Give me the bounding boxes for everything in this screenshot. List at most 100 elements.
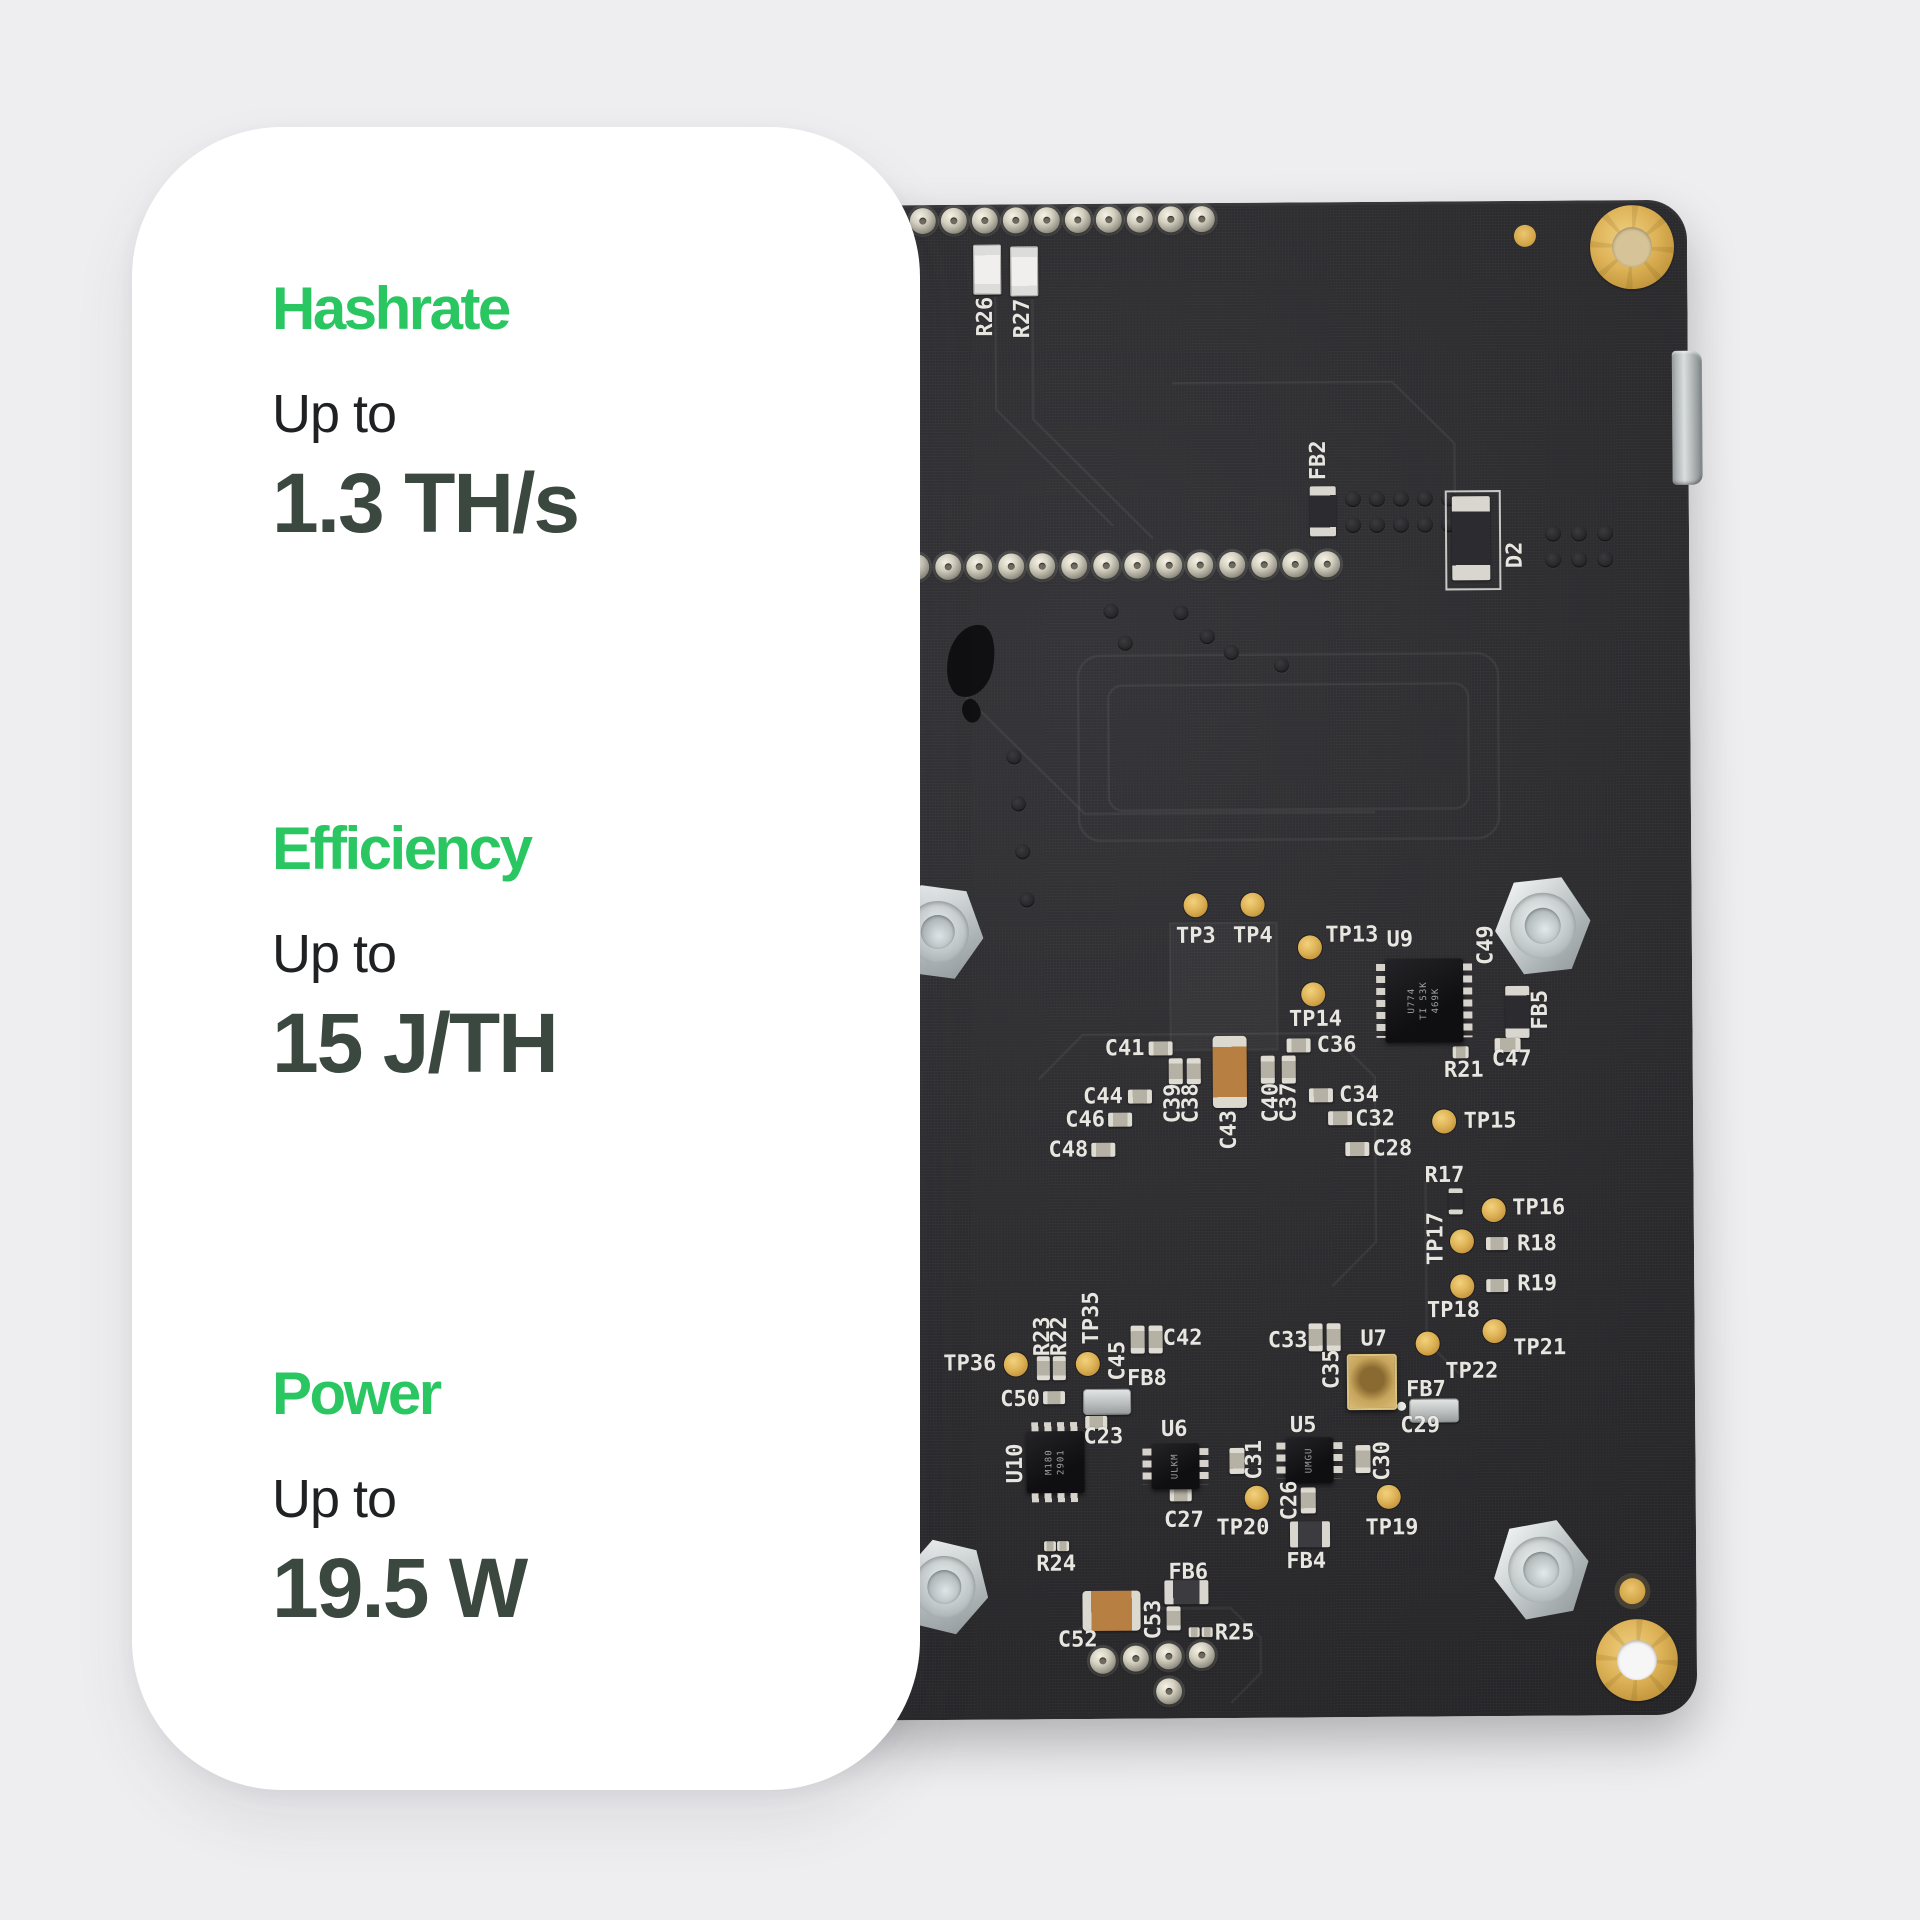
solder-pin [1002,207,1029,234]
smd-r23 [1036,1356,1050,1381]
via-bump [1103,603,1119,619]
test-point-tp35 [1075,1351,1100,1377]
test-point-tp3 [1183,893,1208,918]
silkscreen-label-tp18: TP18 [1426,1297,1481,1324]
solder-pin [1187,552,1214,579]
smd-c42a [1130,1325,1145,1354]
solder-pin [1029,553,1056,580]
silkscreen-label-tp20: TP20 [1216,1515,1270,1541]
silkscreen-label-c26: C26 [1277,1480,1303,1521]
silkscreen-label-c48: C48 [1048,1137,1089,1163]
test-point-tp18 [1450,1274,1475,1299]
via-bump [1015,844,1031,860]
silkscreen-label-r24: R24 [1036,1551,1077,1577]
ic-chip-u7 [1346,1353,1398,1411]
solder-pin [1313,551,1341,578]
solder-pin [1126,206,1153,233]
test-point-tp19 [1376,1484,1401,1509]
silkscreen-label-c52: C52 [1057,1627,1098,1653]
smd-fb5 [1505,985,1530,1039]
via-bump [1392,516,1410,533]
silkscreen-label-u9: U9 [1386,927,1414,953]
silkscreen-label-c42: C42 [1162,1325,1203,1351]
smd-c30 [1355,1444,1371,1474]
smd-c33a [1308,1323,1323,1352]
smd-r25b [1201,1627,1213,1638]
silkscreen-label-c33: C33 [1267,1327,1308,1354]
solder-pin [909,207,936,235]
smd-c34 [1308,1088,1333,1103]
chip-marking: ULKM [1170,1453,1181,1480]
solder-pin [1124,552,1151,579]
silkscreen-label-c30: C30 [1369,1440,1396,1481]
silkscreen-label-c32: C32 [1355,1106,1396,1132]
smd-r18 [1485,1237,1509,1251]
silkscreen-label-tp16: TP16 [1512,1195,1566,1221]
silkscreen-label-tp15: TP15 [1463,1108,1517,1134]
silkscreen-label-c29: C29 [1400,1413,1441,1439]
via-bump [1199,629,1215,645]
silkscreen-label-r27: R27 [1009,298,1036,339]
ic-chip-u9: U774 TI 53K 469K [1384,958,1464,1043]
solder-pin [1095,206,1122,233]
pcb-photo: U774 TI 53K 469K M180 2901 ULKM UMGU R26 R27 F… [750,199,1703,1722]
silkscreen-label-tp3: TP3 [1175,923,1216,949]
silkscreen-label-fb7: FB7 [1406,1376,1446,1403]
smd-c32 [1328,1111,1353,1126]
solder-pin [940,207,967,234]
test-point-tp22 [1415,1331,1440,1356]
spec-value: 1.3 TH/s [272,456,580,550]
solder-pin [1061,552,1088,580]
spec-card: Hashrate Up to 1.3 TH/s Efficiency Up to… [132,127,920,1790]
silkscreen-label-r26: R26 [972,296,999,337]
test-point-tp14 [1301,982,1326,1007]
via-bump [1019,892,1035,908]
via-bump [1571,551,1588,568]
silkscreen-label-fb4: FB4 [1286,1548,1327,1575]
solder-pin [1033,207,1060,234]
silkscreen-label-c35: C35 [1319,1349,1345,1390]
smd-c43 [1212,1035,1248,1109]
silkscreen-label-tp13: TP13 [1325,922,1379,948]
solder-pin [1155,552,1183,579]
via-bump [1570,525,1588,542]
silkscreen-label-d2: D2 [1502,541,1528,569]
smd-c36 [1286,1038,1311,1053]
solder-pin [1122,1645,1149,1672]
solder-pin [966,553,993,580]
solder-pin [1250,551,1277,578]
smd-r17 [1448,1188,1463,1215]
test-point-tp36 [1003,1352,1028,1377]
silkscreen-label-c36: C36 [1316,1032,1357,1058]
silkscreen-label-tp21: TP21 [1513,1335,1567,1361]
chip-marking: U774 TI 53K 469K [1406,981,1442,1020]
smd-r26 [972,244,1002,295]
via-bump [1596,525,1614,542]
smd-c44 [1127,1089,1152,1104]
test-point-tp13 [1297,935,1322,960]
hex-nut [1490,873,1596,979]
silkscreen-label-r18: R18 [1517,1231,1557,1257]
test-point-tp21 [1482,1319,1507,1344]
silkscreen-label-u5: U5 [1289,1412,1317,1439]
solder-pin [1219,551,1246,579]
solder-pin [997,553,1025,580]
smd-d2 [1451,496,1491,581]
pcb-trace-layer [953,296,1501,1704]
smd-c38 [1186,1058,1201,1085]
silkscreen-label-c50: C50 [1000,1386,1041,1413]
via-bump [1344,517,1362,534]
solder-pin [1156,1678,1183,1705]
silkscreen-label-fb5: FB5 [1527,989,1553,1030]
smd-c40 [1260,1055,1275,1084]
via-bump [1368,490,1385,507]
solder-pin [1157,206,1184,233]
chip-marking: UMGU [1304,1447,1315,1474]
via-bump [1173,605,1189,621]
smd-r22 [1052,1356,1066,1381]
via-bump [1416,516,1434,533]
silkscreen-label-r22: R22 [1046,1316,1073,1357]
spec-label: Power [272,1360,442,1427]
silkscreen-label-c44: C44 [1082,1084,1123,1110]
